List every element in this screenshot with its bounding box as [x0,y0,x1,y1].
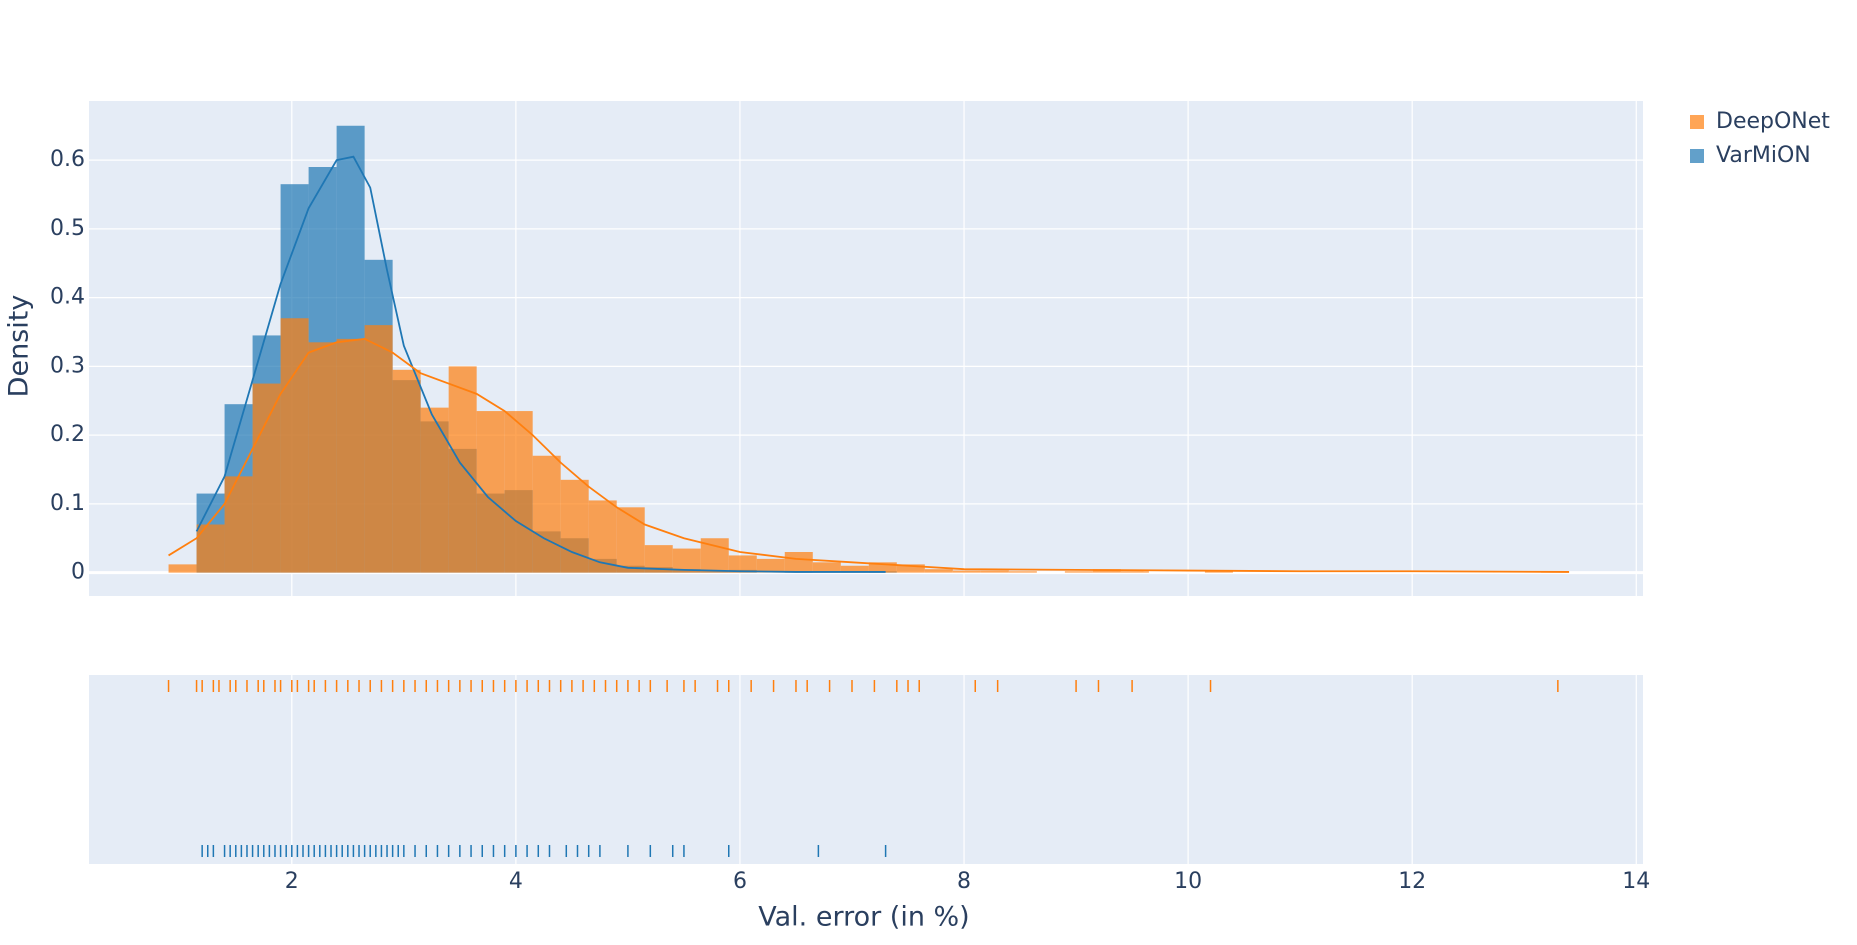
rug-area [89,675,1643,864]
histogram-bar [980,570,1009,573]
y-axis-title: Density [4,295,35,398]
x-tick-label: 2 [285,869,299,894]
histogram-bar [392,369,421,573]
x-tick-label: 6 [733,869,747,894]
histogram-bar [504,411,533,573]
histogram-bar [168,564,197,573]
x-tick-label: 8 [957,869,971,894]
histogram-bar [364,325,393,573]
histogram-bar [224,476,253,573]
histogram-bar [448,366,477,573]
y-tick-label: 0.4 [50,285,85,310]
legend-swatch [1690,115,1704,129]
legend-label: DeepONet [1716,109,1830,134]
y-tick-label: 0.3 [50,353,85,378]
histogram-bar [924,569,953,573]
histogram-bar [784,552,813,573]
y-tick-label: 0.1 [50,491,85,516]
histogram-bar [952,570,981,573]
legend-label: VarMiON [1716,143,1811,168]
y-tick-label: 0.6 [50,147,85,172]
histogram-bar [840,565,869,573]
x-tick-label: 12 [1398,869,1426,894]
kde-line [195,155,886,573]
histogram-bar [1008,571,1037,573]
histogram-bar [812,562,841,573]
histogram-bar [1120,571,1149,573]
histogram-bar [756,558,785,573]
histogram-bar [532,455,561,573]
histogram-bar [560,479,589,573]
histogram-bar [728,555,757,573]
kde-line [168,337,1570,573]
x-tick-label: 10 [1174,869,1202,894]
legend-swatch [1690,149,1704,163]
histogram-bar [1064,571,1093,573]
histogram-bar [280,318,309,573]
histogram-bar [336,338,365,573]
histogram-bar [252,383,281,573]
histogram-bar [308,342,337,573]
x-axis-title: Val. error (in %) [758,902,969,933]
x-tick-label: 4 [509,869,523,894]
y-tick-label: 0.2 [50,422,85,447]
y-tick-label: 0 [71,560,85,585]
y-tick-label: 0.5 [50,216,85,241]
histogram-bar [868,562,897,573]
histogram-bar [1204,571,1233,573]
histogram-bar [420,407,449,573]
histogram-bar [672,548,701,573]
histogram-bar [588,500,617,573]
x-tick-label: 14 [1622,869,1650,894]
histogram-bar [896,564,925,573]
histogram-bar [616,507,645,573]
histogram-bar [476,411,505,573]
